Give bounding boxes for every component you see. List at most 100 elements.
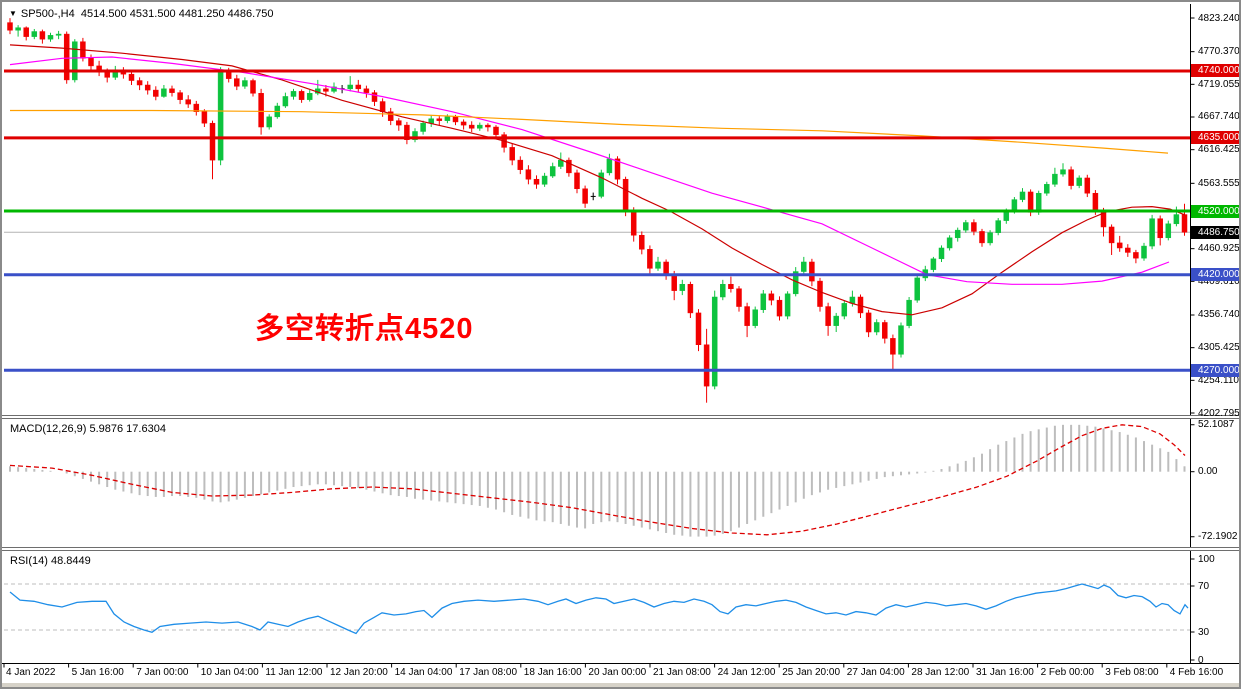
time-axis-label: 28 Jan 12:00 (911, 667, 970, 678)
candle-body (760, 293, 767, 310)
rsi-scale-label: 100 (1198, 553, 1215, 565)
time-axis-label: 7 Jan 00:00 (136, 667, 189, 678)
candle-body (1011, 199, 1018, 212)
level-price-tag: 4270.000 (1191, 363, 1239, 377)
level-price-tag: 4420.000 (1191, 268, 1239, 282)
price-axis-label: 4563.555 (1198, 177, 1240, 189)
candle-body (533, 178, 540, 185)
candle-body (566, 159, 572, 174)
candle-body (1181, 214, 1188, 233)
candle-body (525, 169, 532, 180)
candle-body (31, 31, 38, 37)
candle-body (161, 88, 167, 97)
candle-body (768, 293, 775, 301)
candle-body (647, 249, 653, 269)
candle-body (290, 91, 297, 97)
ma-orange-line (10, 109, 1169, 154)
candle-body (574, 172, 580, 190)
price-axis-label: 4616.425 (1198, 144, 1240, 156)
candle-body (979, 231, 985, 244)
candle-body (963, 222, 969, 231)
candle-body (639, 234, 645, 250)
candle-body (736, 288, 742, 307)
candle-body (711, 296, 718, 387)
candle-body (185, 99, 191, 105)
candle-body (679, 284, 686, 291)
candle-body (1019, 191, 1026, 200)
candle-body (744, 306, 750, 326)
candle-body (169, 88, 175, 93)
candle-body (250, 80, 256, 94)
candle-body (582, 188, 588, 204)
candle-body (954, 229, 961, 239)
candle-body (128, 73, 135, 81)
candle-body (622, 178, 629, 212)
candle-body (460, 121, 467, 126)
macd-signal-line (9, 424, 1186, 536)
time-axis-label: 24 Jan 12:00 (717, 667, 776, 678)
price-axis-label: 4719.055 (1198, 78, 1240, 90)
candle-body (671, 274, 677, 291)
candle-body (177, 92, 183, 100)
candle-body (1084, 177, 1091, 194)
candle-body (598, 172, 605, 197)
candle-body (549, 166, 556, 177)
candle-body (298, 91, 305, 100)
pane-separator[interactable] (2, 547, 1239, 551)
candle-body (1052, 173, 1058, 185)
candle-body (630, 210, 637, 236)
candle-body (1092, 192, 1099, 212)
candle-body (1108, 226, 1115, 244)
candle-body (39, 31, 46, 40)
price-axis-label: 4460.925 (1198, 243, 1240, 255)
candle-body (1165, 223, 1172, 239)
candle-body (282, 96, 289, 107)
symbol-dropdown-icon[interactable]: ▼ (9, 9, 17, 18)
candle-body (971, 222, 977, 232)
candle-body (477, 124, 483, 129)
candle-body (1068, 169, 1074, 186)
candle-body (906, 299, 912, 326)
time-axis-label: 5 Jan 16:00 (71, 667, 124, 678)
candle-body (1125, 247, 1131, 253)
time-axis-label: 10 Jan 04:00 (200, 667, 259, 678)
candle-body (655, 261, 661, 269)
candle-body (1141, 245, 1147, 259)
candle-body (825, 306, 831, 326)
candle-body (1116, 242, 1123, 249)
time-axis-label: 14 Jan 04:00 (394, 667, 453, 678)
candle-body (468, 124, 475, 129)
candle-body (396, 120, 402, 126)
candle-body (363, 88, 370, 93)
candle-body (784, 293, 791, 317)
chart-text-annotation[interactable]: 多空转折点4520 (255, 313, 474, 345)
price-axis-label: 4409.610 (1198, 275, 1240, 287)
candle-body (144, 84, 151, 91)
time-axis-label: 18 Jan 16:00 (523, 667, 582, 678)
candle-body (1035, 192, 1042, 213)
candle-body (193, 103, 200, 112)
candle-body (266, 116, 272, 128)
candle-body (420, 122, 426, 132)
time-axis-label: 4 Jan 2022 (6, 667, 56, 678)
price-axis-label: 4202.795 (1198, 407, 1240, 419)
pane-separator[interactable] (2, 415, 1239, 419)
time-axis-label: 12 Jan 20:00 (330, 667, 388, 678)
candle-body (898, 325, 904, 355)
level-price-tag: 4520.000 (1191, 204, 1239, 218)
time-axis-label: 2 Feb 00:00 (1040, 667, 1094, 678)
time-axis-label: 25 Jan 20:00 (782, 667, 841, 678)
macd-scale-label: 0.00 (1198, 466, 1218, 478)
candle-body (242, 80, 248, 87)
candle-body (663, 261, 669, 275)
time-axis-label: 20 Jan 00:00 (588, 667, 647, 678)
candle-body (371, 92, 378, 102)
candle-body (412, 131, 418, 141)
symbol-period-label: SP500-,H4 (20, 8, 75, 20)
candle-body (1133, 252, 1139, 259)
candle-body (444, 116, 451, 121)
candle-body (47, 35, 54, 40)
candle-body (509, 147, 515, 161)
candle-body (55, 33, 62, 36)
